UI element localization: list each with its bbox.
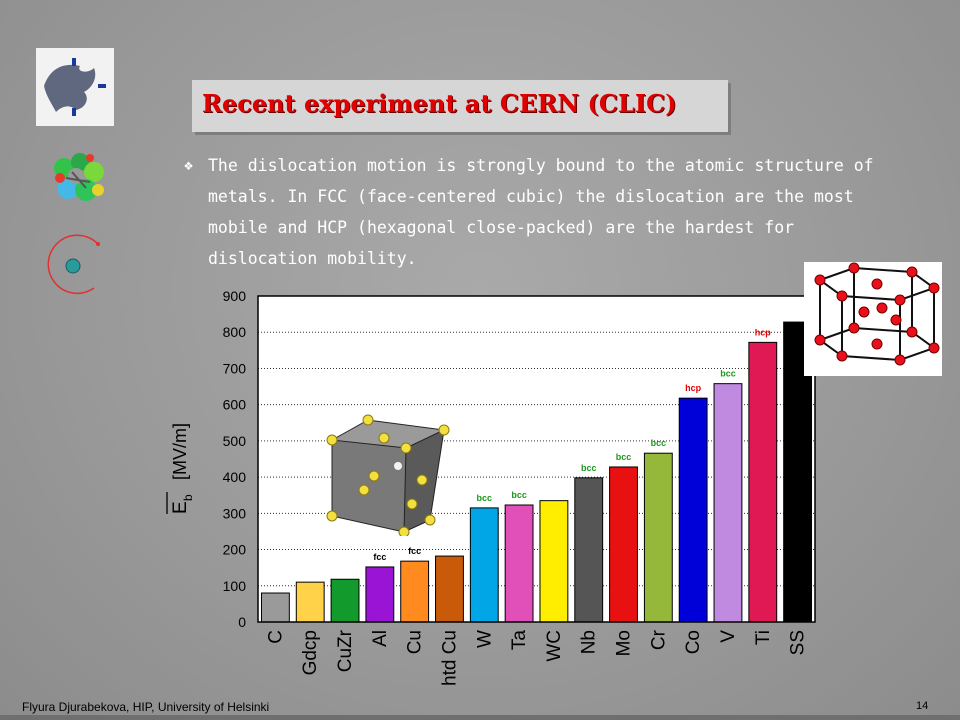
structure-label: bcc (511, 490, 527, 500)
y-axis-label-units: [MV/m] (170, 423, 190, 480)
y-axis-label-subscript: b (181, 494, 195, 501)
bar-cr (643, 452, 673, 623)
bar-co (678, 397, 708, 623)
bar-wc (539, 500, 569, 623)
slide-title: Recent experiment at CERN (CLIC) (202, 89, 677, 118)
x-tick-label: Ta (509, 630, 530, 651)
y-tick-label: 900 (223, 288, 247, 304)
x-tick-label: Nb (579, 630, 600, 654)
x-tick-label: W (474, 630, 495, 648)
y-tick-label: 500 (223, 433, 247, 449)
molecule-icon (54, 153, 104, 201)
y-tick-label: 200 (223, 542, 247, 558)
bar-ta (504, 504, 534, 623)
bar-cuzr (330, 578, 360, 623)
y-tick-label: 700 (223, 360, 247, 376)
x-tick-label: Cr (648, 629, 669, 650)
title-box: Recent experiment at CERN (CLIC) (192, 80, 728, 132)
x-tick-label: CuZr (335, 629, 356, 672)
structure-label: fcc (373, 552, 386, 562)
x-tick-label: V (718, 630, 739, 643)
bar-cu (400, 560, 430, 623)
university-logo-icon (36, 48, 114, 126)
x-tick-label: Ti (753, 630, 774, 645)
bullet-text: The dislocation motion is strongly bound… (208, 156, 874, 268)
y-axis-label-symbol: E (170, 501, 191, 514)
x-tick-label: htd Cu (439, 630, 460, 686)
x-tick-label: SS (788, 630, 809, 655)
y-tick-label: 600 (223, 397, 247, 413)
bar-ti (748, 341, 778, 623)
bottom-band (0, 715, 960, 720)
bar-gdcp (295, 581, 325, 623)
x-tick-label: WC (544, 630, 565, 662)
y-tick-label: 0 (238, 614, 246, 630)
structure-label: bcc (616, 452, 632, 462)
atom-orbit-icon (47, 234, 100, 295)
footer-author: Flyura Djurabekova, HIP, University of H… (22, 700, 270, 714)
bullet-icon: ❖ (184, 156, 194, 174)
y-tick-label: 400 (223, 469, 247, 485)
x-tick-label: Co (683, 630, 704, 654)
structure-label: bcc (651, 438, 667, 448)
y-tick-label: 300 (223, 505, 247, 521)
bar-w (469, 507, 499, 623)
bullet-point: ❖ The dislocation motion is strongly bou… (184, 150, 894, 274)
structure-label: hcp (755, 327, 772, 337)
y-axis-label: E b [MV/m] (166, 423, 195, 514)
bar-htd-cu (435, 555, 464, 623)
structure-label: bcc (581, 463, 597, 473)
hcp-lattice-icon (804, 262, 942, 376)
structure-label: bcc (477, 493, 493, 503)
plot-frame (257, 295, 816, 623)
page-number: 14 (916, 700, 929, 712)
bar-c (260, 592, 290, 623)
structure-label: bcc (720, 369, 736, 379)
bar-mo (609, 466, 638, 623)
bar-nb (574, 477, 604, 623)
x-tick-label: Cu (405, 630, 426, 654)
structure-label: hcp (685, 383, 702, 393)
x-tick-label: Gdcp (300, 630, 321, 675)
bar-v (713, 383, 743, 623)
x-tick-label: C (265, 630, 286, 644)
y-tick-label: 100 (223, 578, 247, 594)
y-tick-label: 800 (223, 324, 247, 340)
x-tick-label: Mo (614, 630, 635, 656)
fcc-lattice-icon (326, 414, 450, 536)
bar-al (365, 566, 395, 623)
structure-label: fcc (408, 546, 421, 556)
x-tick-label: Al (370, 630, 391, 647)
